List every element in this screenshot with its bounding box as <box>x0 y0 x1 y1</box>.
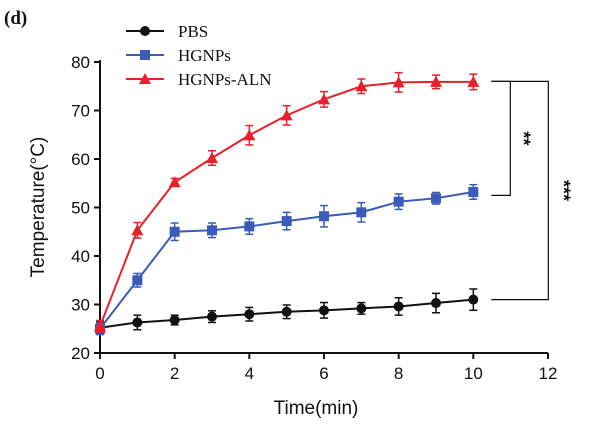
series-hgnps-aln <box>94 71 480 333</box>
significance-label: *** <box>554 180 574 201</box>
data-point <box>356 207 367 218</box>
data-point <box>207 311 217 322</box>
significance-bracket: ** <box>491 80 534 196</box>
data-point <box>169 226 180 237</box>
x-tick-label: 4 <box>245 364 254 383</box>
data-point <box>468 294 479 305</box>
data-point <box>431 298 441 309</box>
data-point <box>281 306 292 317</box>
data-point <box>132 317 143 328</box>
legend: PBS HGNPs HGNPs-ALN <box>126 22 272 89</box>
series-pbs <box>95 288 479 335</box>
data-point <box>169 315 180 326</box>
significance-bracket: *** <box>491 80 574 301</box>
panel-label: (d) <box>4 8 27 29</box>
axes: 20 30 40 50 60 70 80 0 2 4 6 8 10 12 <box>71 53 557 383</box>
x-tick-label: 2 <box>170 364 179 383</box>
data-point <box>207 225 217 236</box>
legend-entry: PBS <box>126 22 208 41</box>
bracket-line <box>491 80 511 196</box>
data-point <box>94 320 106 332</box>
y-tick-label: 20 <box>71 344 90 363</box>
data-point <box>319 211 329 222</box>
data-point <box>131 224 144 236</box>
legend-label: HGNPs <box>178 46 231 65</box>
y-tick-label: 40 <box>71 247 90 266</box>
legend-label: HGNPs-ALN <box>178 70 272 89</box>
data-point <box>168 176 181 188</box>
data-point <box>392 76 405 88</box>
y-tick-label: 70 <box>71 102 90 121</box>
x-tick-label: 12 <box>539 364 558 383</box>
data-point <box>318 93 330 105</box>
x-axis-title: Time(min) <box>274 398 359 419</box>
data-point <box>467 75 480 87</box>
data-point <box>430 75 442 87</box>
x-tick-label: 0 <box>95 364 104 383</box>
y-tick-label: 80 <box>71 53 90 72</box>
legend-entry: HGNPs-ALN <box>126 70 272 89</box>
data-point <box>281 216 292 227</box>
data-point <box>356 303 367 314</box>
legend-marker <box>139 73 151 84</box>
legend-marker <box>140 26 150 36</box>
data-point <box>243 129 256 141</box>
significance-label: ** <box>514 131 534 145</box>
y-axis-title: Temperature(°C) <box>28 137 49 278</box>
data-point <box>393 301 404 312</box>
data-point <box>393 196 404 207</box>
data-point <box>468 186 479 197</box>
series-hgnps <box>95 183 479 336</box>
x-tick-label: 8 <box>394 364 403 383</box>
x-tick-label: 10 <box>464 364 483 383</box>
legend-label: PBS <box>178 22 208 41</box>
legend-entry: HGNPs <box>126 46 231 65</box>
data-point <box>355 80 368 92</box>
data-point <box>431 193 441 204</box>
bracket-line <box>491 80 549 301</box>
data-point <box>244 309 255 320</box>
y-tick-label: 30 <box>71 296 90 315</box>
data-point <box>132 275 143 286</box>
data-point <box>244 221 255 232</box>
y-tick-label: 50 <box>71 199 90 218</box>
data-point <box>280 109 293 121</box>
legend-marker <box>140 50 150 60</box>
data-point <box>319 305 329 316</box>
significance-brackets: ***** <box>491 80 574 301</box>
y-tick-label: 60 <box>71 150 90 169</box>
data-point <box>206 152 218 164</box>
x-tick-label: 6 <box>319 364 328 383</box>
series-layer <box>94 71 480 336</box>
